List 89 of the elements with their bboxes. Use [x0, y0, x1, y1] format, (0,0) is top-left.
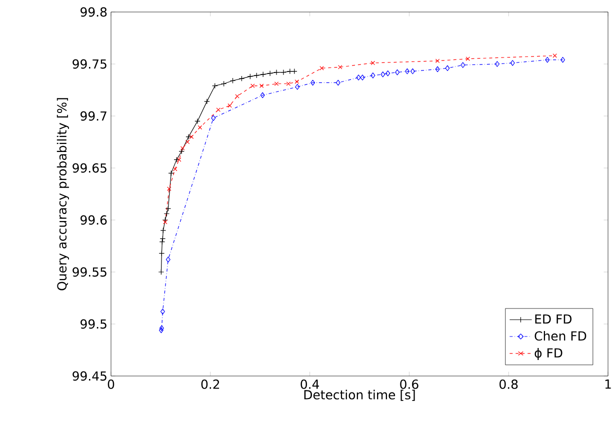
point [435, 66, 440, 72]
y-tick-label: 99.5 [80, 319, 106, 329]
x-tick-label: 0 [108, 380, 114, 389]
point [386, 70, 390, 76]
point [176, 158, 182, 162]
point [435, 58, 440, 64]
point [185, 140, 190, 144]
point [158, 250, 165, 256]
point [404, 68, 410, 74]
y-axis-title: Query accuracy probability [%] [56, 98, 69, 290]
point [287, 68, 293, 74]
y-tick-label: 99.7 [80, 111, 106, 121]
point [189, 134, 194, 139]
point [267, 70, 273, 76]
point [260, 92, 265, 98]
point [220, 80, 227, 87]
x-tick-label: 0.8 [500, 380, 518, 389]
point [545, 56, 550, 63]
x-axis-title: Detection time [s] [304, 390, 415, 401]
y-tick-label: 99.65 [72, 163, 106, 173]
point [165, 206, 172, 212]
point [194, 118, 200, 124]
y-tick-label: 99.75 [72, 59, 106, 69]
y-tick-label: 99.6 [80, 215, 107, 225]
point [204, 98, 210, 104]
point [166, 256, 170, 262]
point [164, 210, 170, 217]
point [159, 238, 166, 245]
point [178, 148, 184, 154]
point [174, 156, 180, 163]
point [370, 72, 376, 78]
point [552, 54, 557, 58]
point [167, 186, 172, 191]
point [158, 327, 164, 334]
point [160, 308, 165, 314]
point [338, 64, 342, 70]
point [395, 69, 400, 76]
point [230, 78, 236, 84]
point [445, 65, 450, 72]
point [274, 69, 280, 76]
point [294, 80, 300, 84]
point [198, 125, 202, 130]
point [238, 76, 245, 82]
point [235, 94, 240, 98]
legend-label: ϕ FD [534, 348, 562, 360]
point [370, 60, 376, 66]
point [380, 72, 386, 78]
point [336, 80, 340, 86]
legend-label: ED FD [535, 314, 572, 324]
point [228, 103, 232, 108]
point [560, 56, 566, 63]
y-tick-label: 99.8 [80, 7, 107, 17]
x-tick-label: 0.6 [400, 380, 418, 389]
point [295, 84, 300, 90]
point [168, 170, 174, 176]
point [259, 84, 264, 88]
point [216, 108, 220, 112]
x-tick-label: 0.2 [201, 380, 220, 389]
point [494, 61, 500, 67]
point [310, 80, 316, 86]
point [247, 74, 254, 80]
point [360, 74, 365, 80]
point [510, 60, 515, 66]
point [163, 220, 168, 224]
point [186, 134, 192, 140]
point [180, 146, 185, 150]
point [410, 68, 415, 74]
point [320, 66, 324, 70]
x-tick-label: 1 [605, 380, 611, 389]
point [211, 115, 216, 121]
point [254, 72, 260, 78]
point [160, 236, 166, 242]
point [250, 84, 255, 88]
y-tick-label: 99.55 [72, 267, 106, 277]
point [172, 166, 178, 172]
x-tick-label: 0.4 [300, 380, 319, 389]
legend-label: Chen FD [534, 331, 586, 341]
point [160, 228, 166, 234]
point [212, 82, 218, 89]
point [356, 74, 361, 80]
y-tick-label: 99.45 [72, 371, 106, 381]
point [286, 82, 291, 86]
point [162, 217, 168, 223]
point [260, 72, 266, 78]
point [159, 325, 164, 332]
point [466, 56, 470, 61]
point [280, 69, 286, 76]
point [460, 62, 466, 68]
point [274, 82, 279, 86]
